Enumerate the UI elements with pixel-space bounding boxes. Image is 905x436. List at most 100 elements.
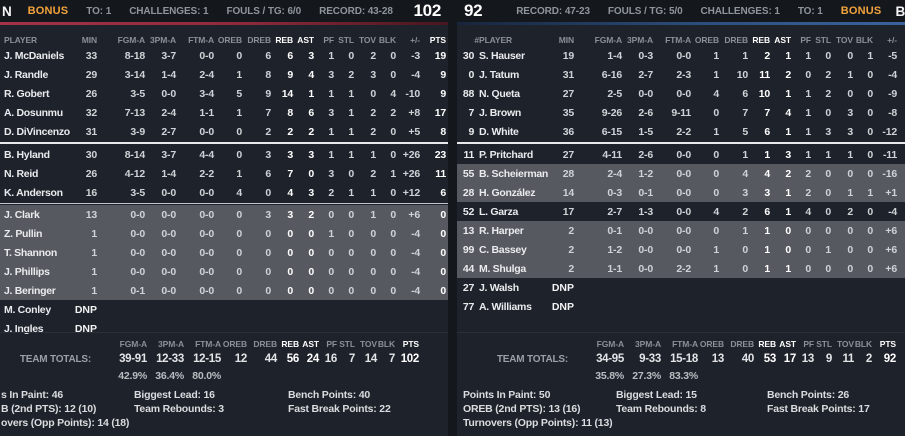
stat-cell: 0 xyxy=(265,265,271,278)
column-header-fgm-a: FGM-A xyxy=(594,35,622,45)
stat-cell: 4-4 xyxy=(199,148,214,161)
stat-cell: 0 xyxy=(236,49,242,62)
team-score-left: 102 xyxy=(413,1,442,20)
stat-cell: 0-0 xyxy=(676,87,691,100)
totals-label: TEAM TOTALS: xyxy=(496,353,568,365)
stat-cell: 1 xyxy=(713,262,719,275)
stat-cell: 0 xyxy=(348,265,354,278)
box-score-table-right: # PLAYER MIN FGM-A 3PM-A FTM-A OREB DREB REB AST P… xyxy=(457,25,905,316)
totals-value: 9 xyxy=(825,353,832,365)
stat-cell: 2 xyxy=(308,208,314,221)
column-header-stl: STL xyxy=(815,35,831,45)
stat-cell: 3 xyxy=(328,106,334,119)
misc-stat: Bench Points: 26 xyxy=(767,389,849,401)
challenges-left: CHALLENGES: 1 xyxy=(129,5,209,17)
player-number: 27 xyxy=(462,281,474,294)
player-row: 28 H. González 14 0-3 0-1 0-0 0 3 3 1 2 0 1 1 +1 xyxy=(457,183,905,202)
stat-cell: -10 xyxy=(405,87,420,100)
stat-cell: 3-7 xyxy=(161,49,176,62)
column-header-#: # xyxy=(474,35,479,45)
column-header-dreb: DREB xyxy=(724,35,748,45)
stat-cell: 1 xyxy=(847,68,853,81)
column-header-+/-: +/- xyxy=(887,35,897,45)
stat-cell: 0-0 xyxy=(676,205,691,218)
stat-cell: 0-0 xyxy=(199,284,214,297)
stat-cell: 0 xyxy=(440,284,446,297)
stat-cell: 1-3 xyxy=(638,205,653,218)
stat-cell: 0 xyxy=(867,125,873,138)
stat-cell: 2-4 xyxy=(607,167,622,180)
timeouts-right: TO: 1 xyxy=(797,5,823,17)
stat-cell: 0-0 xyxy=(161,208,176,221)
totals-value: 12-15 xyxy=(193,353,221,365)
stat-cell: 0-0 xyxy=(676,167,691,180)
stat-cell: 4 xyxy=(236,186,242,199)
stat-cell: 0 xyxy=(390,227,396,240)
player-row: 88 N. Queta 27 2-5 0-0 0-0 4 6 10 1 1 2 0 0 -9 xyxy=(457,84,905,103)
totals-column-header-reb: REB xyxy=(281,339,299,349)
stat-cell: 0 xyxy=(440,265,446,278)
misc-stat: B (2nd PTS): 12 (10) xyxy=(1,403,97,415)
stat-cell: 0 xyxy=(236,125,242,138)
player-row: D. DiVincenzo 31 3-9 2-7 0-0 0 2 2 2 1 1 2 0 +5 8 xyxy=(0,122,448,141)
stat-cell: 2 xyxy=(568,224,574,237)
column-header-oreb: OREB xyxy=(694,35,719,45)
column-header-tov: TOV xyxy=(835,35,853,45)
record-right: RECORD: 47-23 xyxy=(516,5,590,17)
stat-cell: 0-0 xyxy=(130,265,145,278)
stat-cell: 35 xyxy=(562,106,574,119)
stat-cell: 8 xyxy=(287,106,293,119)
stat-cell: -4 xyxy=(411,265,420,278)
stat-cell: 27 xyxy=(562,87,574,100)
totals-value: 102 xyxy=(400,353,420,365)
totals-value: 17 xyxy=(783,353,797,365)
totals-value: 9-33 xyxy=(639,353,661,365)
stat-cell: 0 xyxy=(390,284,396,297)
stat-cell: 1 xyxy=(328,227,334,240)
player-number: 55 xyxy=(462,167,474,180)
stat-cell: 3-4 xyxy=(199,87,214,100)
stat-cell: 0-1 xyxy=(607,224,622,237)
team-abbr-right: B xyxy=(895,3,905,19)
totals-column-header-dreb: DREB xyxy=(253,339,277,349)
stat-cell: 1 xyxy=(91,284,97,297)
shooting-pct: 42.9% xyxy=(118,370,147,382)
totals-value: 15-18 xyxy=(670,353,698,365)
stat-cell: 0-0 xyxy=(161,186,176,199)
stat-cell: 0-1 xyxy=(130,284,145,297)
stat-cell: 0-0 xyxy=(676,148,691,161)
stat-cell: 1 xyxy=(328,148,334,161)
stat-cell: 3 xyxy=(328,68,334,81)
fouls-right: FOULS / TG: 5/0 xyxy=(607,5,683,17)
stat-cell: 9-26 xyxy=(601,106,622,119)
stat-cell: 1 xyxy=(713,49,719,62)
player-row: N. Reid 26 4-12 1-4 2-2 1 6 7 0 3 0 2 1 +26 11 xyxy=(0,164,448,183)
stat-cell: 4-11 xyxy=(602,148,622,161)
player-row: 99 C. Bassey 2 1-2 0-0 0-0 1 0 1 0 0 1 0 0 +6 xyxy=(457,240,905,259)
player-name: J. Tatum xyxy=(479,68,519,81)
stat-cell: 0 xyxy=(390,246,396,259)
misc-stat: Points In Paint: 50 xyxy=(463,389,551,401)
stat-cell: 1 xyxy=(847,186,853,199)
column-header-oreb: OREB xyxy=(217,35,242,45)
stat-cell: 6 xyxy=(287,49,293,62)
player-number: 0 xyxy=(468,68,474,81)
stat-cell: 0 xyxy=(867,205,873,218)
totals-column-header-stl: STL xyxy=(339,339,355,349)
stat-cell: 2 xyxy=(785,167,791,180)
column-header-player: PLAYER xyxy=(4,35,38,45)
stat-cell: 0 xyxy=(236,246,242,259)
stat-cell: 30 xyxy=(85,148,97,161)
stat-cell: 1 xyxy=(91,246,97,259)
totals-column-header-pf: PF xyxy=(326,339,337,349)
totals-value: 92 xyxy=(883,353,897,365)
player-name: M. Conley xyxy=(4,303,51,316)
stat-cell: 2 xyxy=(370,106,376,119)
stat-cell: 8 xyxy=(265,68,271,81)
stat-cell: 14 xyxy=(562,186,574,199)
stat-cell: -4 xyxy=(411,284,420,297)
stat-cell: 11 xyxy=(759,68,770,81)
shooting-pct-row: 35.8% 27.3% 83.3% xyxy=(457,368,905,384)
stat-cell: -16 xyxy=(882,167,897,180)
stat-cell: 2 xyxy=(568,243,574,256)
